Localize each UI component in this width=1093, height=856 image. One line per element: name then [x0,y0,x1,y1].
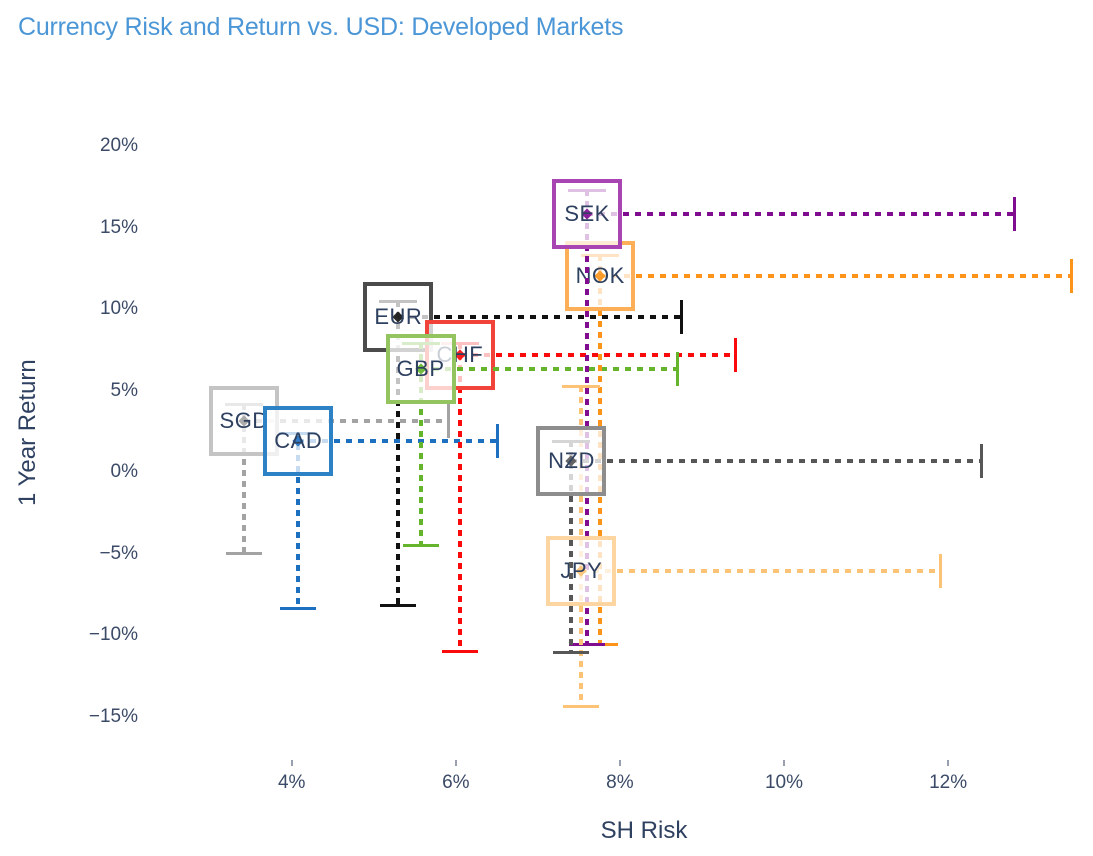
return-low-cap-GBP [402,543,439,547]
return-range-whisker-EUR [396,300,401,605]
y-tick-label: 15% [99,216,138,238]
risk-max-cap-CHF [733,337,737,372]
x-tick-mark [290,760,293,766]
return-range-whisker-NZD [569,441,574,652]
x-tick-label: 12% [929,772,968,793]
currency-label-SEK: SEK [564,201,610,227]
risk-max-cap-NOK [1070,259,1074,294]
chart-title: Currency Risk and Return vs. USD: Develo… [18,13,624,41]
currency-label-NOK: NOK [575,263,625,289]
currency-label-CAD: CAD [274,428,323,454]
return-high-cap-JPY [562,384,601,388]
risk-range-whisker-CHF [459,352,735,357]
risk-range-whisker-GBP [420,367,678,372]
currency-label-JPY: JPY [560,558,603,584]
risk-max-cap-SEK [1012,197,1016,232]
risk-range-whisker-SGD [244,419,448,424]
currency-label-EUR: EUR [374,304,423,330]
return-low-cap-EUR [380,604,417,608]
return-low-cap-JPY [563,705,600,709]
y-tick-label: 20% [99,135,138,156]
x-tick-label: 6% [442,772,470,793]
x-tick-mark [947,760,950,766]
risk-max-cap-CAD [495,424,499,459]
risk-max-cap-JPY [938,554,942,589]
return-range-whisker-CAD [296,432,301,608]
x-tick-label: 4% [277,772,306,793]
return-range-whisker-GBP [418,343,423,544]
return-low-cap-NZD [553,651,590,655]
y-tick-label: 0% [110,461,138,482]
currency-label-SGD: SGD [219,408,269,434]
y-tick-label: 5% [110,379,138,401]
risk-max-cap-GBP [676,352,680,387]
x-axis-title: SH Risk [600,817,688,844]
x-tick-mark [618,760,621,766]
risk-max-cap-NZD [979,443,983,478]
currency-label-NZD: NZD [548,447,595,473]
return-low-cap-SGD [226,551,263,555]
risk-range-whisker-SEK [587,212,1014,217]
y-tick-label: −5% [99,542,138,564]
return-range-whisker-CHF [457,343,462,650]
x-tick-mark [783,760,785,766]
currency-box-GBP[interactable] [385,334,456,405]
return-range-whisker-SGD [242,403,247,552]
risk-max-cap-SGD [446,404,450,439]
return-low-cap-SEK [569,643,606,647]
y-tick-label: −15% [88,705,138,727]
y-tick-label: −10% [88,624,138,645]
y-tick-label: 10% [99,298,138,319]
risk-range-whisker-NOK [600,274,1072,279]
return-low-cap-CAD [280,607,317,611]
x-tick-label: 10% [764,772,804,793]
currency-box-NZD[interactable] [536,425,607,496]
x-tick-mark [454,760,457,766]
risk-range-whisker-NZD [571,458,981,463]
currency-label-GBP: GBP [396,356,445,382]
risk-range-whisker-EUR [398,315,682,320]
return-range-whisker-SEK [585,190,590,644]
risk-max-cap-EUR [680,300,684,335]
return-low-cap-CHF [441,649,478,653]
currency-box-JPY[interactable] [546,536,617,607]
risk-range-whisker-JPY [581,569,940,574]
x-tick-label: 8% [606,772,634,793]
